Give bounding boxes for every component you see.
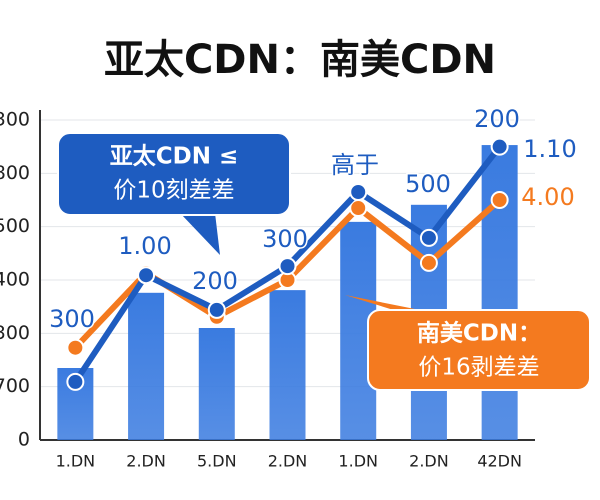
point [490,137,509,156]
point [137,266,156,285]
chart-title: 亚太CDN：南美CDN [104,37,496,83]
annotation: 200 [474,105,520,133]
annotation: 4.00 [521,183,574,211]
callout-box [57,132,291,216]
x-tick-label: 2.DN [409,452,449,471]
annotation: 300 [49,305,95,333]
bar [198,328,235,440]
bar [128,292,165,440]
annotation: 500 [405,170,451,198]
point [278,257,297,276]
y-tick-label: 800 [0,162,30,184]
x-tick-label: 2.DN [268,452,308,471]
x-tick-label: 1.DN [338,452,378,471]
y-tick-label: 0 [18,429,30,451]
point [419,253,438,272]
x-tick-label: 1.DN [56,452,96,471]
annotation: 1.00 [118,232,171,260]
annotation: 300 [262,225,308,253]
y-tick-label: 300 [0,109,30,131]
y-tick-label: 400 [0,269,30,291]
bar [269,290,306,440]
y-tick-label: 500 [0,215,30,237]
point [419,228,438,247]
callout-text: 价16剥差差 [418,355,539,381]
annotation: 高于 [331,151,379,179]
x-tick-label: 2.DN [126,452,166,471]
point [490,191,509,209]
bar [481,145,518,441]
annotation: 200 [192,267,238,295]
point [349,183,368,201]
point [66,372,85,391]
point [66,338,85,357]
callout-tail [345,295,430,312]
callout-tail [180,213,220,255]
y-tick-label: 700 [0,375,30,397]
point [349,199,368,217]
callout-box [367,309,591,391]
point [207,300,226,319]
callout-text: 亚太CDN ≤ [110,144,239,170]
annotation: 1.10 [523,135,576,163]
callout-text: 价10刻差差 [113,178,234,204]
x-tick-label: 42DN [477,452,522,471]
x-tick-label: 5.DN [197,452,237,471]
y-tick-label: 300 [0,322,30,344]
callout-text: 南美CDN： [417,320,541,347]
